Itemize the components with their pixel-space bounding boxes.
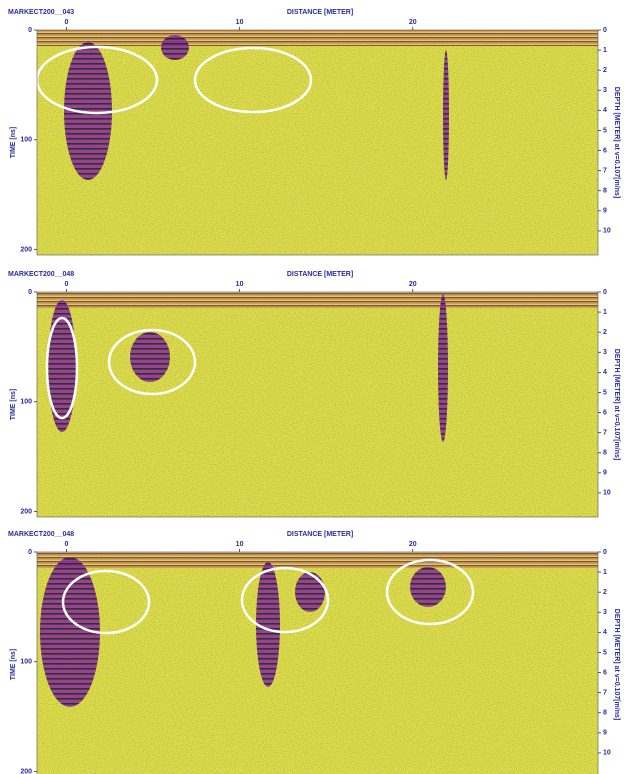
- y-axis-label: TIME [ns]: [10, 389, 17, 421]
- y-tick-label: 100: [20, 399, 32, 406]
- hyperbola-reflection: [443, 50, 449, 180]
- x-tick-label: 10: [236, 19, 244, 26]
- y2-tick-label: 10: [603, 490, 611, 497]
- y2-tick-label: 10: [603, 750, 611, 757]
- y2-tick-label: 0: [603, 289, 607, 296]
- panel-title: MARKECT200__048: [8, 531, 74, 538]
- y2-tick-label: 3: [603, 349, 607, 356]
- panel: MARKECT200__048 DISTANCE [METER] TIME [ns]…: [8, 531, 620, 774]
- plot-frame: [36, 551, 599, 774]
- x-axis-label: DISTANCE [METER]: [287, 9, 353, 16]
- y-tick-label: 100: [20, 659, 32, 666]
- hyperbola-reflection: [130, 332, 170, 382]
- x-axis-label: DISTANCE [METER]: [287, 271, 353, 278]
- y2-tick-label: 0: [603, 27, 607, 34]
- x-tick-label: 10: [236, 281, 244, 288]
- hyperbola-reflection: [256, 562, 280, 687]
- radargram-noise: [37, 30, 598, 255]
- hyperbola-reflection: [40, 557, 100, 707]
- x-tick-label: 0: [64, 19, 68, 26]
- surface-reflection: [37, 292, 598, 308]
- panel: MARKECT200__048 DISTANCE [METER] TIME [ns]…: [8, 271, 620, 518]
- y2-tick-label: 1: [603, 309, 607, 316]
- y2-tick-label: 2: [603, 67, 607, 74]
- y2-tick-label: 8: [603, 188, 607, 195]
- x-tick-label: 20: [409, 281, 417, 288]
- y-tick-label: 0: [28, 289, 32, 296]
- y2-tick-label: 10: [603, 228, 611, 235]
- y2-axis-label: DEPTH [METER] at v=0.107[m/ns]: [613, 349, 620, 460]
- y2-tick-label: 6: [603, 147, 607, 154]
- y2-tick-label: 7: [603, 689, 607, 696]
- hyperbola-reflection: [295, 572, 325, 612]
- hyperbola-reflection: [161, 35, 189, 60]
- y2-tick-label: 1: [603, 47, 607, 54]
- y2-tick-label: 3: [603, 87, 607, 94]
- y2-tick-label: 2: [603, 589, 607, 596]
- y2-axis-label: DEPTH [METER] at v=0.107[m/ns]: [613, 87, 620, 198]
- hyperbola-reflection: [410, 567, 446, 607]
- panel: MARKECT200__043 DISTANCE [METER] TIME [ns]…: [8, 9, 620, 256]
- annotation-ellipse: [385, 558, 475, 626]
- y2-tick-label: 9: [603, 730, 607, 737]
- annotation-ellipse: [107, 328, 197, 396]
- y2-tick-label: 0: [603, 549, 607, 556]
- y2-tick-label: 7: [603, 167, 607, 174]
- y2-tick-label: 4: [603, 107, 607, 114]
- surface-reflection: [37, 552, 598, 568]
- y2-tick-label: 4: [603, 369, 607, 376]
- annotation-ellipse: [45, 316, 79, 420]
- y2-tick-label: 9: [603, 470, 607, 477]
- hyperbola-reflection: [48, 300, 76, 432]
- y2-tick-label: 3: [603, 609, 607, 616]
- x-tick-label: 0: [64, 541, 68, 548]
- panel-title: MARKECT200__048: [8, 271, 74, 278]
- plot-frame: [36, 29, 599, 256]
- x-tick-label: 20: [409, 541, 417, 548]
- hyperbola-reflection: [64, 42, 112, 180]
- y-axis-label: TIME [ns]: [10, 127, 17, 159]
- x-tick-label: 10: [236, 541, 244, 548]
- y2-tick-label: 5: [603, 389, 607, 396]
- y2-tick-label: 5: [603, 127, 607, 134]
- y2-tick-label: 7: [603, 429, 607, 436]
- y2-tick-label: 6: [603, 669, 607, 676]
- y-tick-label: 200: [20, 246, 32, 253]
- y-tick-label: 100: [20, 137, 32, 144]
- radargram-noise: [37, 292, 598, 517]
- plot-frame: [36, 291, 599, 518]
- y-axis-label: TIME [ns]: [10, 649, 17, 681]
- annotation-ellipse: [240, 566, 330, 634]
- y2-tick-label: 8: [603, 710, 607, 717]
- surface-reflection: [37, 30, 598, 46]
- y2-axis-label: DEPTH [METER] at v=0.107[m/ns]: [613, 609, 620, 720]
- y2-tick-label: 8: [603, 450, 607, 457]
- panel-title: MARKECT200__043: [8, 9, 74, 16]
- y-tick-label: 200: [20, 508, 32, 515]
- x-axis-label: DISTANCE [METER]: [287, 531, 353, 538]
- y2-tick-label: 6: [603, 409, 607, 416]
- hyperbola-reflection: [438, 294, 448, 442]
- y2-tick-label: 4: [603, 629, 607, 636]
- x-tick-label: 20: [409, 19, 417, 26]
- annotation-ellipse: [193, 46, 313, 114]
- annotation-ellipse: [61, 569, 151, 635]
- y2-tick-label: 1: [603, 569, 607, 576]
- y-tick-label: 0: [28, 27, 32, 34]
- y2-tick-label: 2: [603, 329, 607, 336]
- y-tick-label: 200: [20, 768, 32, 774]
- x-tick-label: 0: [64, 281, 68, 288]
- y-tick-label: 0: [28, 549, 32, 556]
- y2-tick-label: 9: [603, 208, 607, 215]
- y2-tick-label: 5: [603, 649, 607, 656]
